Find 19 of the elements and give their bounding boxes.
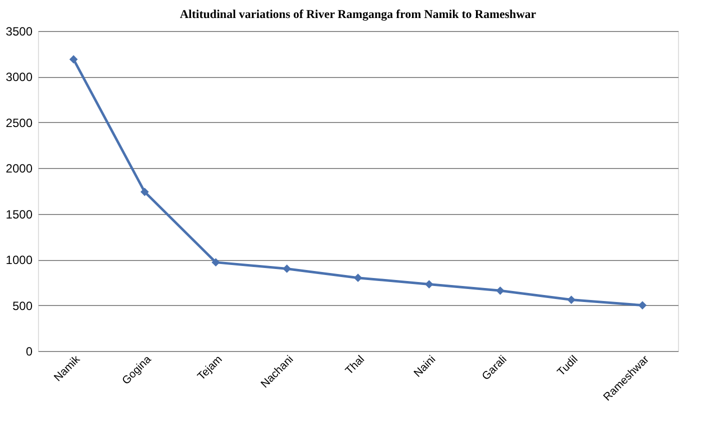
- point: [638, 301, 647, 310]
- y-tick-label: 1500: [6, 207, 33, 222]
- y-tick-label: 2500: [6, 116, 33, 130]
- point: [424, 280, 434, 288]
- point: [567, 296, 576, 304]
- y-tick-label: 3000: [6, 70, 33, 84]
- chart-title: Altitudinal variations of River Ramganga from Namik to Rameshwar: [180, 7, 537, 21]
- point: [140, 188, 149, 196]
- point: [496, 286, 504, 295]
- point: [69, 55, 78, 64]
- y-tick-label: 1000: [6, 253, 33, 268]
- y-tick-label: 3500: [6, 24, 33, 38]
- point: [282, 264, 292, 273]
- x-tick-label: Thal: [343, 354, 367, 378]
- point: [354, 274, 362, 282]
- point: [212, 258, 220, 266]
- y-tick-label: 2000: [6, 162, 33, 176]
- y-tick-label: 500: [12, 298, 33, 313]
- y-tick-label: 0: [26, 344, 33, 358]
